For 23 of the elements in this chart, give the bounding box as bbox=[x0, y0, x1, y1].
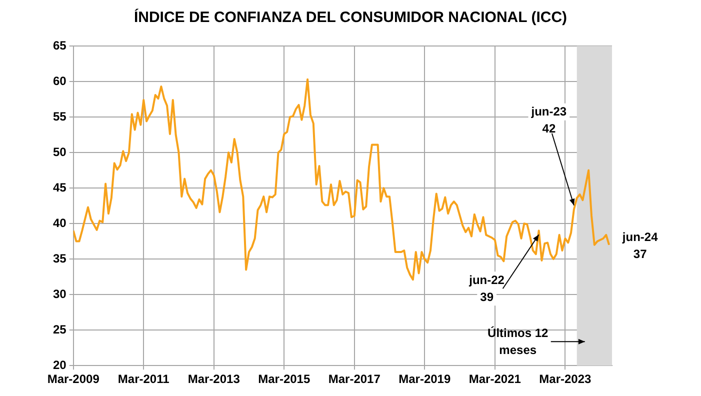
x-tick-label: Mar-2021 bbox=[468, 372, 522, 386]
y-tick-label: 65 bbox=[52, 38, 67, 52]
x-tick-label: Mar-2017 bbox=[328, 372, 381, 386]
x-tick-label: Mar-2023 bbox=[539, 372, 592, 386]
annotation: jun-22 39 bbox=[468, 272, 505, 304]
x-tick-label: Mar-2019 bbox=[398, 372, 451, 386]
y-tick-label: 55 bbox=[52, 109, 67, 124]
y-tick-label: 45 bbox=[52, 180, 67, 194]
annotation: jun-24 37 bbox=[621, 230, 658, 262]
x-tick-label: Mar-2009 bbox=[47, 372, 100, 386]
y-tick-label: 25 bbox=[52, 322, 67, 336]
y-tick-label: 30 bbox=[52, 286, 67, 301]
y-tick-label: 20 bbox=[52, 358, 67, 372]
annotation: jun-23 42 bbox=[530, 104, 567, 136]
chart-title: ÍNDICE DE CONFIANZA DEL CONSUMIDOR NACIONAL (ICC) bbox=[132, 9, 568, 26]
band-label: Últimos 12 meses bbox=[488, 326, 549, 357]
x-tick-label: Mar-2015 bbox=[258, 372, 310, 386]
y-tick-label: 40 bbox=[52, 216, 67, 230]
x-tick-label: Mar-2011 bbox=[118, 372, 170, 386]
y-tick-label: 35 bbox=[52, 251, 67, 266]
y-tick-label: 60 bbox=[52, 74, 67, 88]
y-tick-label: 50 bbox=[52, 144, 67, 159]
x-tick-label: Mar-2013 bbox=[188, 372, 240, 386]
